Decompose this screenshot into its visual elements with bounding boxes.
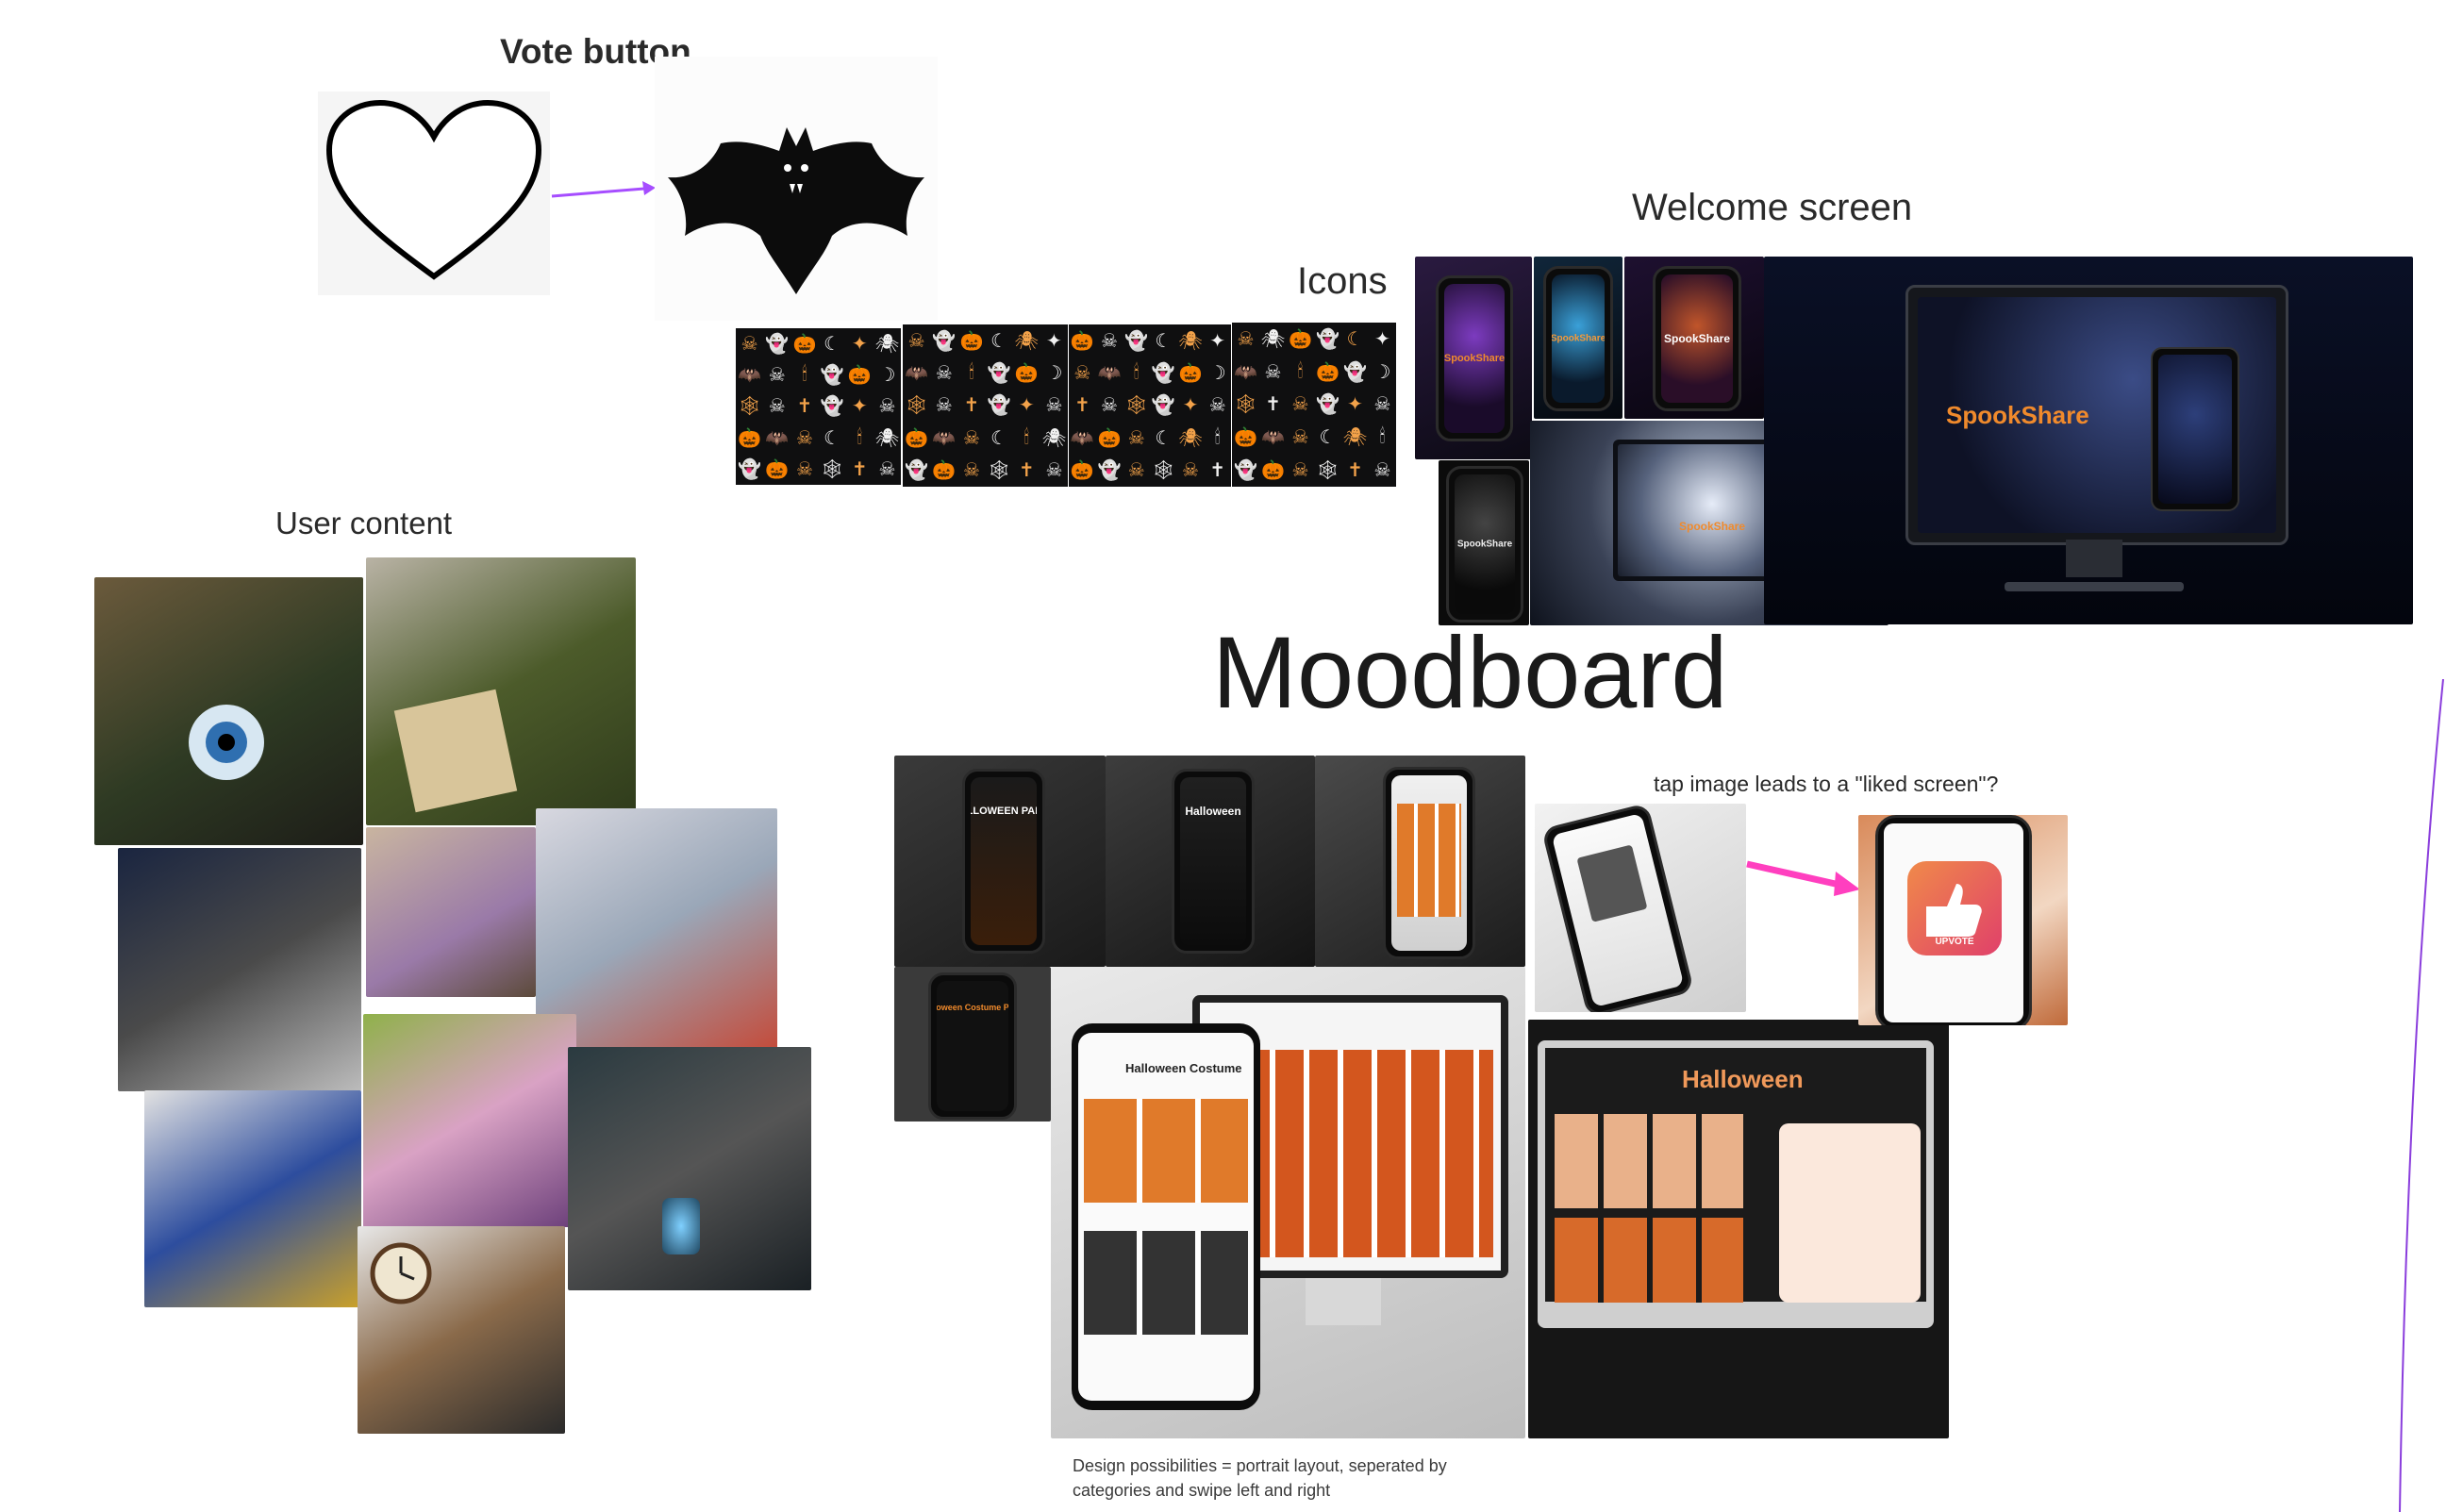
spider-icon: 🕷	[874, 427, 900, 449]
liked-screen-upvote-image[interactable]: UPVOTE	[1858, 815, 2068, 1025]
icon-set-4[interactable]: ☠ 🕷 🎃 👻 ☾ ✦ 🦇 ☠ 🕯 🎃 👻 ☽ 🕸 ✝ ☠ 👻 ✦ ☠ 🎃 🦇 ☠ ☾ 🕷 🕯 👻 🎃 ☠ 🕸 ✝ ☠	[1232, 323, 1396, 487]
skull-icon: ☠	[795, 458, 813, 480]
moodboard-title: Moodboard	[1212, 615, 1728, 729]
moodboard-phone-costume-party[interactable]: Halloween Costume Party	[894, 967, 1051, 1122]
moon-icon: ☾	[824, 427, 841, 449]
icon-set-3[interactable]: 🎃 ☠ 👻 ☾ 🕷 ✦ ☠ 🦇 🕯 👻 🎃 ☽ ✝ ☠ 🕸 👻 ✦ ☠ 🦇 🎃 ☠ ☾ 🕷 🕯 🎃 👻 ☠ 🕸 ☠ ✝	[1069, 324, 1231, 487]
user-content-heading: User content	[275, 506, 453, 540]
skull-icon: ☠	[768, 365, 786, 387]
moon-icon: ☽	[878, 365, 896, 387]
pumpkin-icon: 🎃	[847, 365, 872, 387]
eye-icon	[189, 705, 264, 780]
user-photo-fairy-princess[interactable]	[366, 827, 536, 997]
design-note-line-2: categories and swipe left and right	[1073, 1481, 1331, 1500]
skull-icon: ☠	[740, 334, 758, 356]
welcome-screen-heading: Welcome screen	[1632, 187, 1913, 228]
moodboard-desktop-halloween[interactable]: Halloween	[1528, 1020, 1949, 1438]
user-photo-witch[interactable]	[94, 577, 363, 845]
web-icon: 🕸	[737, 396, 762, 418]
bat-icon-card[interactable]	[655, 57, 938, 321]
welcome-screen-image-3[interactable]: SpookShare	[1624, 257, 1764, 419]
heart-icon	[325, 99, 542, 280]
pumpkin-icon: 🎃	[765, 458, 790, 480]
thumbs-up-icon	[1926, 884, 1982, 937]
skull-icon: ☠	[795, 427, 813, 449]
user-photo-ghost-hunter[interactable]	[568, 1047, 811, 1290]
user-photo-fairy[interactable]	[363, 1014, 576, 1227]
cross-icon: ✝	[796, 396, 813, 418]
moon-icon: ☾	[824, 334, 841, 356]
skull-icon: ☠	[768, 396, 786, 418]
welcome-screen-image-6[interactable]: SpookShare	[1764, 257, 2413, 624]
moodboard-phone-halloween-party-1[interactable]: HALLOWEEN PARTY	[894, 756, 1106, 967]
ghost-icon: 👻	[820, 365, 844, 387]
ghost-icon: 👻	[738, 458, 762, 480]
welcome-screen-image-1[interactable]: SpookShare	[1415, 257, 1532, 459]
welcome-screen-image-2[interactable]: SpookShare	[1534, 257, 1622, 419]
arrow-icon	[551, 181, 656, 198]
user-photo-pharaoh[interactable]	[144, 1090, 361, 1307]
user-photo-steampunk[interactable]	[358, 1226, 565, 1434]
liked-screen-tap-image[interactable]	[1535, 804, 1746, 1012]
ghost-icon: 👻	[765, 334, 790, 356]
candle-icon: 🕯	[802, 364, 807, 386]
bat-icon	[668, 127, 924, 294]
design-note-line-1: Design possibilities = portrait layout, …	[1073, 1456, 1447, 1475]
user-photo-astronaut[interactable]	[536, 808, 777, 1050]
candle-icon: 🕯	[857, 426, 863, 448]
bat-icon: 🦇	[738, 365, 762, 387]
cross-icon: ✝	[851, 458, 868, 480]
moodboard-phone-costume-grid[interactable]	[1315, 756, 1525, 967]
skull-icon: ☠	[878, 458, 896, 480]
spider-icon: 🕷	[874, 334, 900, 356]
clock-icon	[370, 1242, 432, 1304]
moodboard-desktop-mobile-mock[interactable]: Halloween Costume	[1051, 967, 1525, 1438]
welcome-screen-image-4[interactable]: SpookShare	[1439, 460, 1529, 625]
star-icon: ✦	[851, 334, 868, 356]
pumpkin-icon: 🎃	[738, 427, 762, 449]
star-icon: ✦	[851, 396, 868, 418]
ghost-icon: 👻	[820, 396, 844, 418]
web-icon: 🕸	[820, 458, 844, 480]
connector-line	[2399, 679, 2444, 1512]
icon-set-2[interactable]: ☠ 👻 🎃 ☾ 🕷 ✦ 🦇 ☠ 🕯 👻 🎃 ☽ 🕸 ☠ ✝ 👻 ✦ ☠ 🎃 🦇 ☠ ☾ 🕯 🕷 👻 🎃 ☠ 🕸 ✝ ☠	[903, 324, 1068, 487]
icon-set-1[interactable]: ☠ 👻 🎃 ☾ ✦ 🕷 🦇 ☠ 🕯 👻 🎃 ☽ 🕸 ☠ ✝ 👻 ✦ ☠ 🎃 🦇 ☠ ☾ 🕯 🕷 👻 🎃 ☠ 🕸 ✝ ☠	[736, 328, 901, 485]
arrow-icon	[1746, 860, 1860, 896]
icons-heading: Icons	[1297, 260, 1388, 302]
skull-icon: ☠	[878, 396, 896, 418]
pumpkin-icon: 🎃	[792, 334, 817, 356]
liked-screen-note: tap image leads to a "liked screen"?	[1654, 772, 1999, 796]
bat-icon: 🦇	[765, 427, 790, 449]
user-photo-forest-man[interactable]	[366, 557, 636, 825]
heart-icon-card[interactable]	[318, 91, 550, 295]
moodboard-phone-halloween-party-2[interactable]: Halloween	[1106, 756, 1315, 967]
user-photo-werewolf[interactable]	[118, 848, 361, 1091]
